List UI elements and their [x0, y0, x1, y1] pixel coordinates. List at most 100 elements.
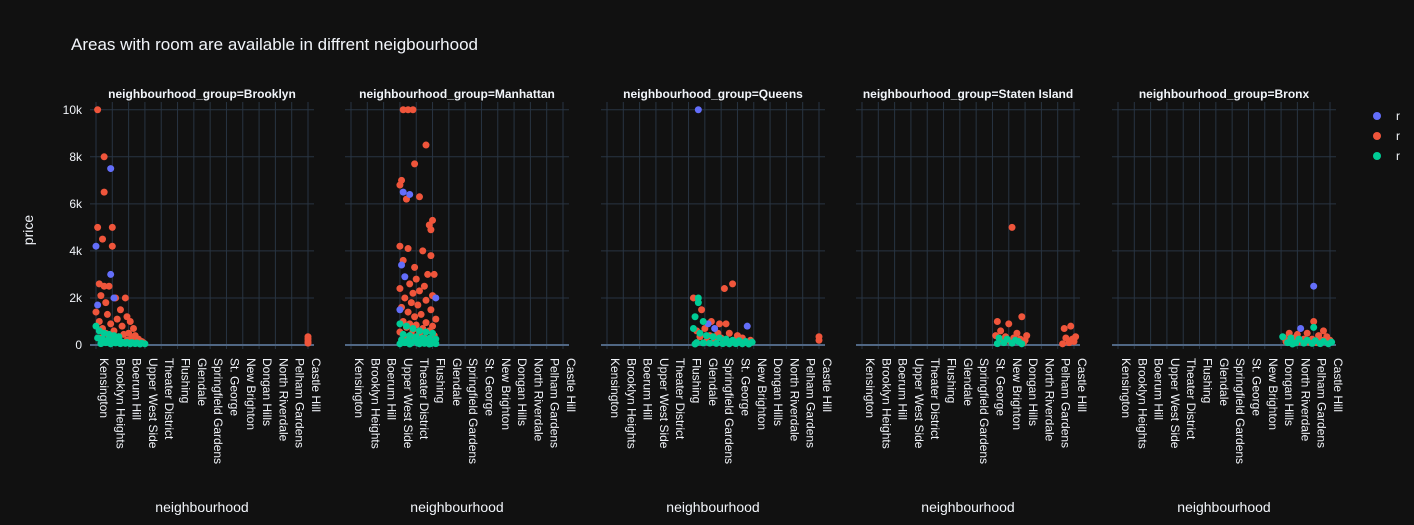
scatter-point[interactable]	[422, 319, 430, 327]
scatter-point[interactable]	[706, 339, 714, 347]
scatter-point[interactable]	[141, 340, 149, 348]
scatter-point[interactable]	[1297, 325, 1305, 333]
scatter-point[interactable]	[1059, 340, 1067, 348]
scatter-point[interactable]	[121, 294, 129, 302]
scatter-point[interactable]	[712, 339, 720, 347]
scatter-point[interactable]	[1000, 339, 1008, 347]
scatter-point[interactable]	[432, 294, 440, 302]
scatter-point[interactable]	[118, 322, 126, 330]
scatter-point[interactable]	[1067, 322, 1075, 330]
legend-marker[interactable]	[1373, 112, 1381, 120]
scatter-point[interactable]	[1303, 329, 1311, 337]
scatter-point[interactable]	[415, 327, 423, 335]
scatter-point[interactable]	[1310, 323, 1318, 331]
scatter-point[interactable]	[732, 340, 740, 348]
scatter-point[interactable]	[415, 340, 423, 348]
scatter-point[interactable]	[429, 329, 437, 337]
scatter-point[interactable]	[427, 226, 435, 234]
scatter-point[interactable]	[107, 320, 115, 328]
scatter-point[interactable]	[422, 141, 430, 149]
scatter-point[interactable]	[745, 340, 753, 348]
scatter-point[interactable]	[702, 332, 710, 340]
scatter-point[interactable]	[720, 285, 728, 293]
scatter-point[interactable]	[1316, 340, 1324, 348]
scatter-point[interactable]	[993, 340, 1001, 348]
scatter-point[interactable]	[100, 282, 108, 290]
scatter-point[interactable]	[424, 270, 432, 278]
scatter-point[interactable]	[422, 328, 430, 336]
scatter-point[interactable]	[404, 245, 412, 253]
scatter-point[interactable]	[427, 252, 435, 260]
scatter-point[interactable]	[1288, 340, 1296, 348]
scatter-point[interactable]	[108, 223, 116, 231]
scatter-point[interactable]	[112, 339, 120, 347]
scatter-point[interactable]	[1018, 313, 1026, 321]
scatter-point[interactable]	[399, 188, 407, 196]
scatter-point[interactable]	[432, 340, 440, 348]
scatter-point[interactable]	[725, 340, 733, 348]
scatter-point[interactable]	[709, 333, 717, 341]
scatter-point[interactable]	[108, 242, 116, 250]
scatter-point[interactable]	[94, 301, 102, 309]
scatter-point[interactable]	[995, 334, 1003, 342]
scatter-point[interactable]	[92, 308, 100, 316]
scatter-point[interactable]	[729, 280, 737, 288]
scatter-point[interactable]	[1324, 340, 1332, 348]
scatter-point[interactable]	[691, 340, 699, 348]
scatter-point[interactable]	[411, 160, 419, 168]
scatter-point[interactable]	[691, 313, 699, 321]
scatter-point[interactable]	[716, 334, 724, 342]
scatter-point[interactable]	[411, 263, 419, 271]
scatter-point[interactable]	[422, 296, 430, 304]
scatter-point[interactable]	[406, 190, 414, 198]
scatter-point[interactable]	[698, 306, 706, 314]
scatter-point[interactable]	[743, 322, 751, 330]
scatter-point[interactable]	[396, 285, 404, 293]
scatter-point[interactable]	[1319, 327, 1327, 335]
scatter-point[interactable]	[711, 325, 719, 333]
scatter-point[interactable]	[1008, 339, 1016, 347]
scatter-point[interactable]	[130, 325, 138, 333]
scatter-point[interactable]	[304, 339, 312, 347]
scatter-point[interactable]	[404, 308, 412, 316]
scatter-point[interactable]	[409, 106, 417, 114]
scatter-point[interactable]	[399, 330, 407, 338]
scatter-point[interactable]	[396, 242, 404, 250]
scatter-point[interactable]	[1008, 223, 1016, 231]
scatter-point[interactable]	[100, 188, 108, 196]
scatter-point[interactable]	[406, 280, 414, 288]
scatter-point[interactable]	[402, 322, 410, 330]
scatter-point[interactable]	[699, 339, 707, 347]
scatter-point[interactable]	[99, 235, 107, 243]
scatter-point[interactable]	[1065, 339, 1073, 347]
scatter-point[interactable]	[97, 292, 105, 300]
scatter-point[interactable]	[412, 275, 420, 283]
scatter-point[interactable]	[414, 301, 422, 309]
scatter-point[interactable]	[113, 315, 121, 323]
legend-label[interactable]: r	[1396, 109, 1400, 123]
scatter-point[interactable]	[1060, 325, 1068, 333]
scatter-point[interactable]	[993, 317, 1001, 325]
scatter-point[interactable]	[107, 165, 115, 173]
scatter-point[interactable]	[1018, 340, 1026, 348]
scatter-point[interactable]	[401, 273, 409, 281]
scatter-point[interactable]	[396, 340, 404, 348]
scatter-point[interactable]	[94, 223, 102, 231]
scatter-point[interactable]	[725, 329, 733, 337]
scatter-point[interactable]	[997, 327, 1005, 335]
scatter-point[interactable]	[94, 106, 102, 114]
scatter-point[interactable]	[430, 270, 438, 278]
scatter-point[interactable]	[815, 336, 823, 344]
scatter-point[interactable]	[401, 294, 409, 302]
scatter-point[interactable]	[699, 317, 707, 325]
scatter-point[interactable]	[404, 106, 412, 114]
scatter-point[interactable]	[92, 242, 100, 250]
legend-marker[interactable]	[1373, 132, 1381, 140]
scatter-point[interactable]	[100, 153, 108, 161]
scatter-point[interactable]	[399, 106, 407, 114]
scatter-point[interactable]	[126, 317, 134, 325]
scatter-point[interactable]	[409, 289, 417, 297]
scatter-point[interactable]	[417, 310, 425, 318]
scatter-point[interactable]	[419, 247, 427, 255]
scatter-point[interactable]	[1005, 320, 1013, 328]
